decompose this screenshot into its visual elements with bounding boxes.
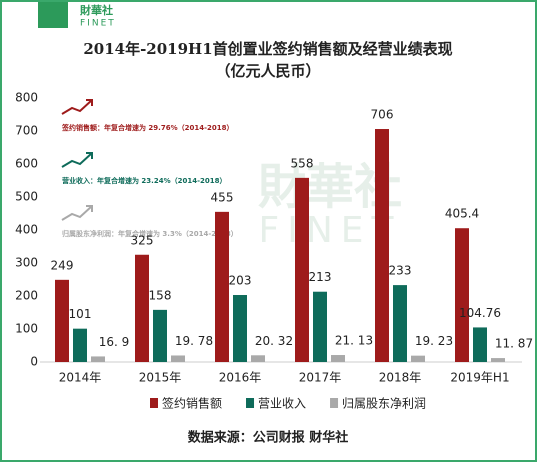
y-tick-label: 0 — [30, 355, 38, 369]
value-label: 203 — [229, 274, 252, 288]
value-label: 19. 78 — [175, 334, 213, 348]
bar — [295, 177, 309, 362]
bar — [393, 285, 407, 362]
legend-label: 签约销售额 — [162, 396, 222, 411]
bar — [73, 328, 87, 362]
trend-icon — [61, 99, 93, 115]
annotation: 归属股东净利润：年复合增速为 3.3%（2014-2018） — [62, 229, 238, 238]
y-tick-label: 300 — [15, 256, 38, 270]
x-tick-label: 2018年 — [379, 371, 422, 385]
bar — [153, 309, 167, 362]
x-tick-label: 2017年 — [299, 371, 342, 385]
value-label: 249 — [51, 258, 74, 272]
value-label: 16. 9 — [99, 335, 130, 349]
bar — [491, 358, 505, 362]
bar — [251, 355, 265, 362]
annotation: 签约销售额：年复合增速为 29.76%（2014-2018） — [61, 123, 233, 132]
brand: 財華社 — [79, 3, 113, 17]
value-label: 104.76 — [459, 306, 501, 320]
value-label: 158 — [149, 288, 172, 302]
bar — [171, 355, 185, 362]
bar — [215, 211, 229, 362]
value-label: 19. 23 — [415, 334, 453, 348]
bar — [91, 356, 105, 362]
chart-title: 2014年-2019H1首创置业签约销售额及经营业绩表现 — [83, 40, 452, 58]
value-label: 11. 87 — [495, 337, 533, 351]
legend-swatch — [246, 398, 255, 408]
legend-swatch — [330, 398, 339, 408]
y-tick-label: 100 — [15, 322, 38, 336]
trend-icon — [61, 152, 93, 168]
trend-icon — [61, 205, 93, 221]
bar — [55, 279, 69, 362]
x-tick-label: 2014年 — [59, 371, 102, 385]
chart-subtitle: （亿元人民币） — [215, 62, 320, 80]
value-label: 558 — [291, 156, 314, 170]
logo-box — [38, 2, 68, 28]
value-label: 233 — [389, 264, 412, 278]
y-tick-label: 600 — [15, 157, 38, 171]
legend-swatch — [150, 398, 158, 408]
y-tick-label: 400 — [15, 223, 38, 237]
bar — [455, 228, 469, 362]
bar — [135, 254, 149, 362]
bar — [313, 291, 327, 362]
value-label: 405.4 — [445, 207, 479, 221]
legend-label: 营业收入 — [258, 397, 306, 411]
value-label: 101 — [69, 307, 92, 321]
bar — [331, 355, 345, 362]
source: 数据来源：公司财报 财华社 — [188, 430, 349, 446]
bar — [473, 327, 487, 362]
x-tick-label: 2019年H1 — [450, 371, 509, 385]
x-tick-label: 2016年 — [219, 371, 262, 385]
value-label: 20. 32 — [255, 334, 293, 348]
y-tick-label: 700 — [15, 124, 38, 138]
bar — [375, 129, 389, 362]
y-tick-label: 500 — [15, 190, 38, 204]
bar — [411, 355, 425, 362]
bar — [233, 295, 247, 362]
y-tick-label: 200 — [15, 289, 38, 303]
value-label: 21. 13 — [335, 334, 373, 348]
value-label: 706 — [371, 108, 394, 122]
x-tick-label: 2015年 — [139, 371, 182, 385]
value-label: 455 — [211, 190, 234, 204]
value-label: 325 — [131, 233, 154, 247]
y-tick-label: 800 — [15, 91, 38, 105]
brand-en: FINET — [80, 19, 116, 29]
annotation: 营业收入：年复合增速为 23.24%（2014-2018） — [62, 176, 226, 185]
legend-label: 归属股东净利润 — [342, 397, 426, 411]
value-label: 213 — [309, 270, 332, 284]
watermark: FINET — [259, 210, 402, 251]
